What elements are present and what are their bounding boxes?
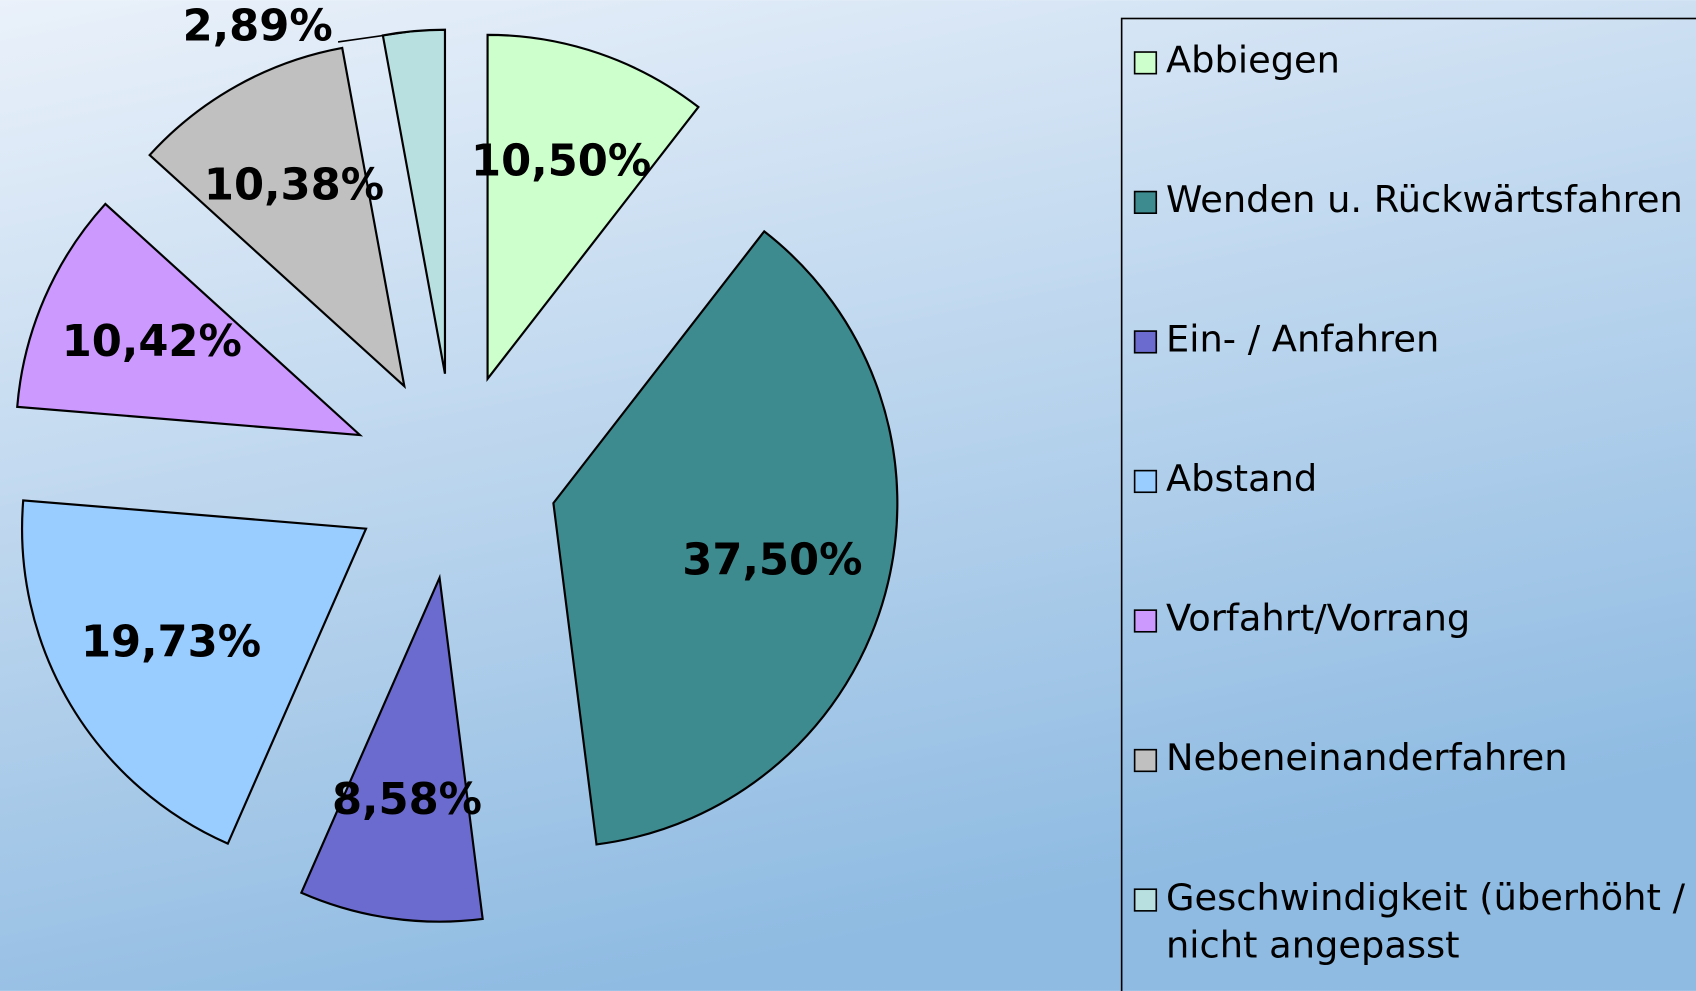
legend-label: Ein- / Anfahren <box>1166 318 1440 362</box>
legend-item: Abstand <box>1166 457 1318 501</box>
legend-label: Vorfahrt/Vorrang <box>1166 597 1471 641</box>
legend-item: Nebeneinanderfahren <box>1166 736 1568 780</box>
legend-item: Ein- / Anfahren <box>1166 318 1440 362</box>
legend-swatch <box>1133 469 1158 494</box>
legend-swatch <box>1133 888 1158 912</box>
legend-swatch <box>1133 609 1158 633</box>
legend-swatch <box>1133 51 1158 75</box>
legend-label: Wenden u. Rückwärtsfahren <box>1166 178 1683 222</box>
data-label: 2,89% <box>183 1 333 51</box>
data-label: 19,73% <box>81 617 261 667</box>
pie-slice <box>16 202 364 437</box>
legend-box <box>1120 17 1696 991</box>
data-label: 10,42% <box>62 317 242 367</box>
data-label: 8,58% <box>332 775 482 825</box>
legend-item: Vorfahrt/Vorrang <box>1166 597 1471 641</box>
legend-label: Abbiegen <box>1166 39 1340 83</box>
pie-slice <box>148 46 406 390</box>
legend-item: Wenden u. Rückwärtsfahren <box>1166 178 1683 222</box>
legend-swatch <box>1133 748 1158 773</box>
pie-slice <box>20 499 368 846</box>
pie-slice <box>299 573 484 923</box>
legend-label: Abstand <box>1166 457 1318 501</box>
data-label: 37,50% <box>682 536 862 586</box>
pie-slice <box>486 33 700 382</box>
data-label: 10,50% <box>471 137 651 187</box>
legend-label: Nebeneinanderfahren <box>1166 736 1568 780</box>
legend-label: Geschwindigkeit (überhöht / nicht angepa… <box>1166 876 1685 968</box>
legend-item: Abbiegen <box>1166 39 1340 83</box>
leader-line <box>337 30 414 43</box>
data-label: 10,38% <box>204 160 384 210</box>
legend-item: Geschwindigkeit (überhöht / nicht angepa… <box>1166 876 1685 968</box>
legend-swatch <box>1133 190 1158 215</box>
pie-slice <box>552 229 899 846</box>
legend-swatch <box>1133 330 1158 354</box>
